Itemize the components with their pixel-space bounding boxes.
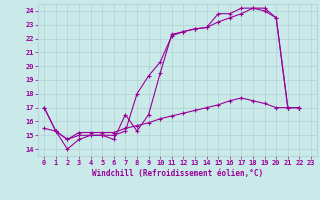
X-axis label: Windchill (Refroidissement éolien,°C): Windchill (Refroidissement éolien,°C)	[92, 169, 263, 178]
